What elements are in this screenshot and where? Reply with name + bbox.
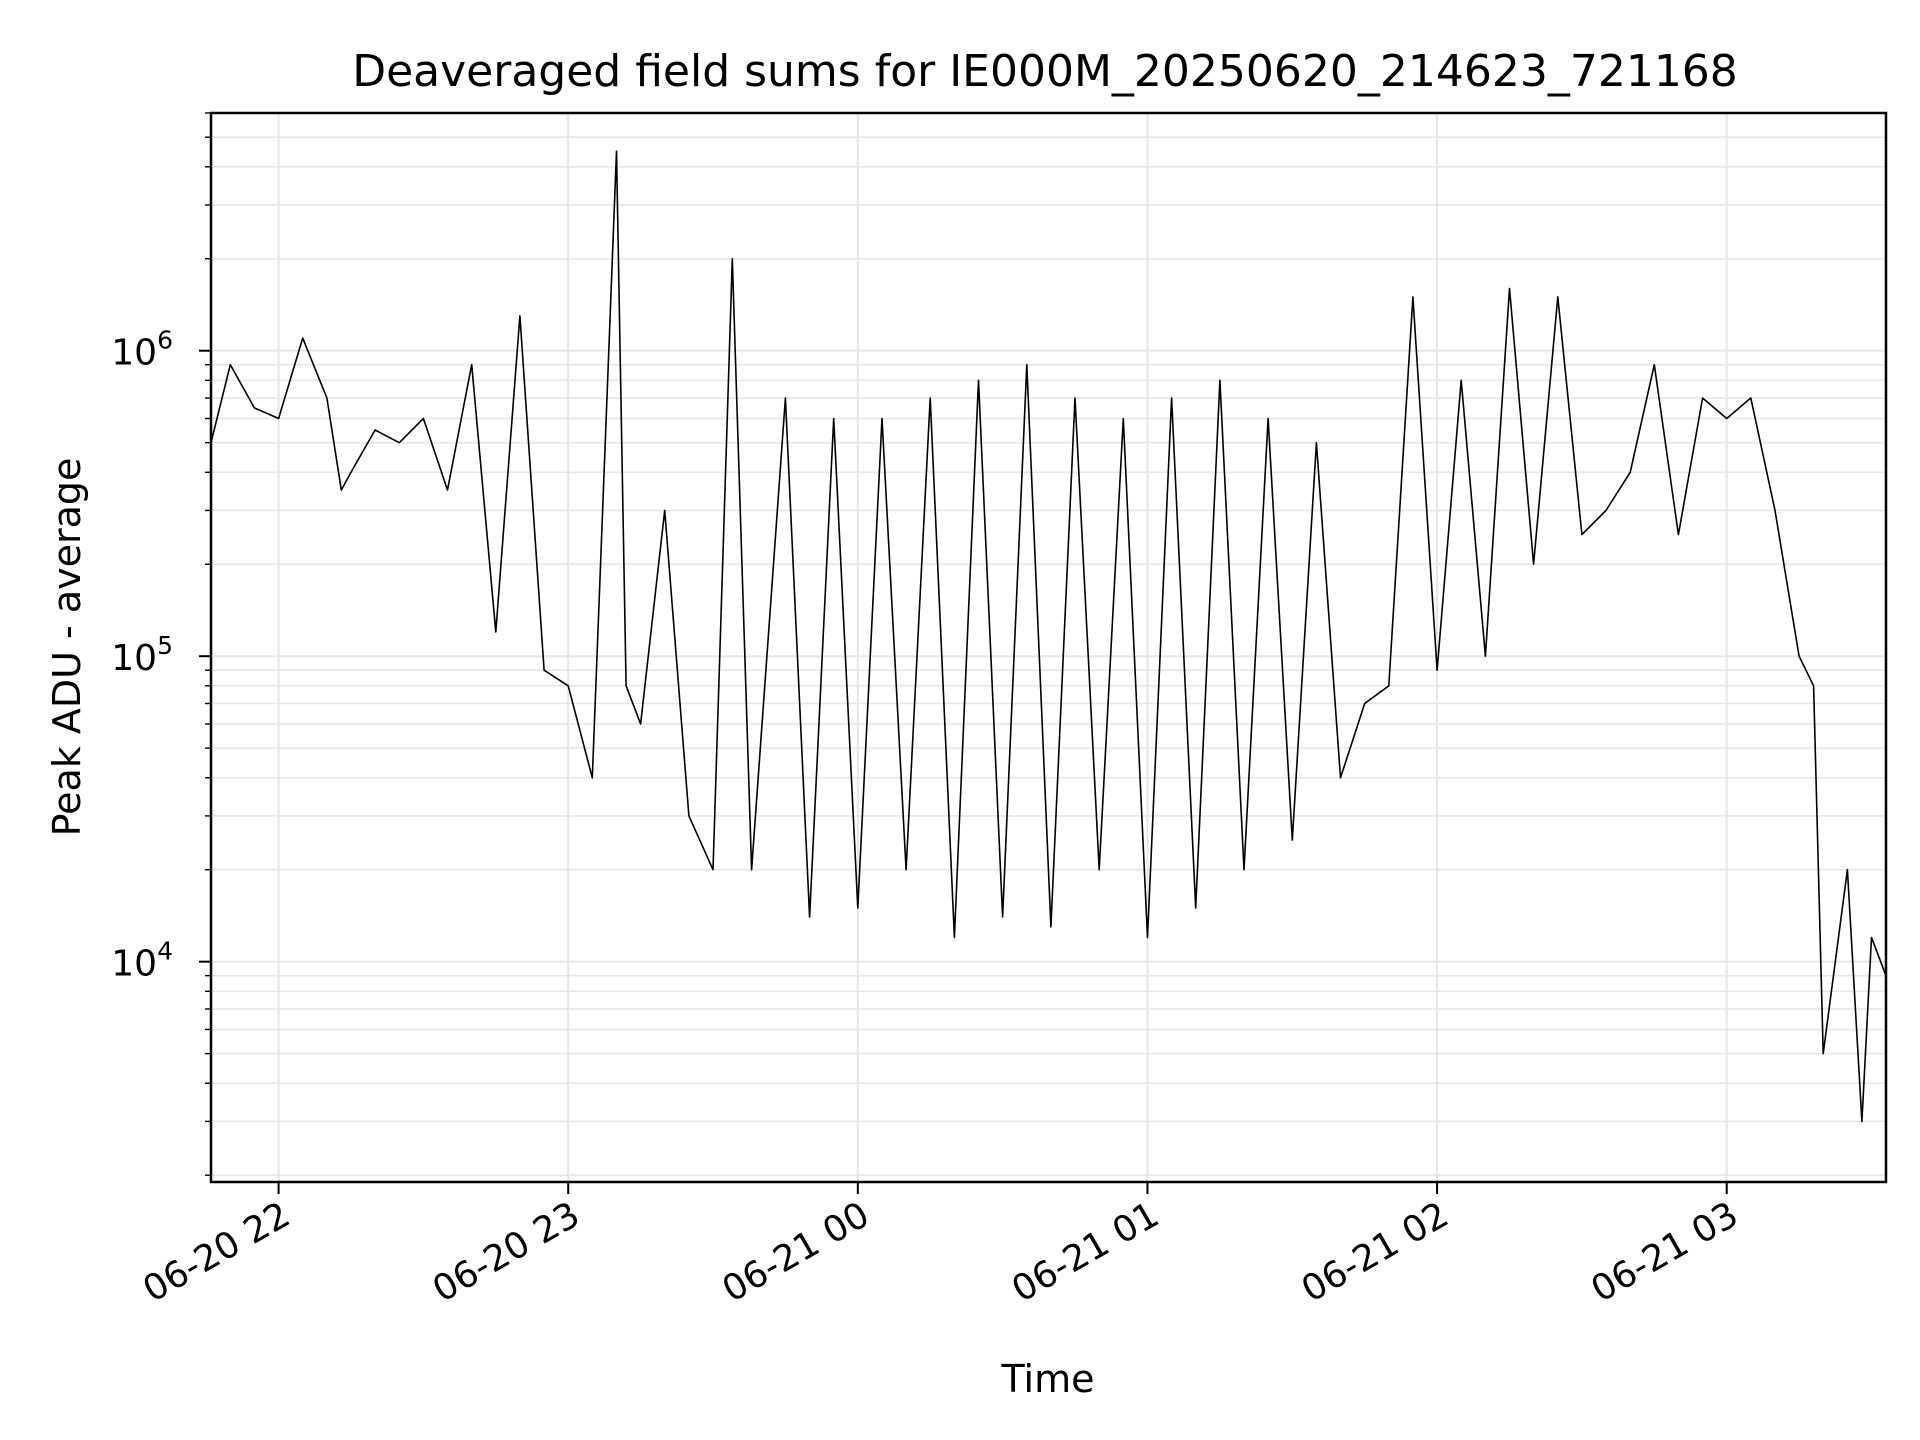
y-tick-label: 105 xyxy=(111,631,173,679)
x-tick-label: 06-21 02 xyxy=(1295,1194,1456,1310)
grid-lines xyxy=(211,112,1886,1182)
x-tick-label: 06-20 22 xyxy=(136,1194,297,1310)
y-tick-label: 104 xyxy=(111,937,173,985)
x-tick-label: 06-21 03 xyxy=(1585,1194,1746,1310)
chart-title: Deaveraged field sums for IE000M_2025062… xyxy=(352,46,1738,97)
axis-ticks: 06-20 22 06-20 23 06-21 00 06-21 01 06-21 02… xyxy=(111,112,1746,1311)
plot-frame xyxy=(209,111,1888,1184)
y-axis-label: Peak ADU - average xyxy=(45,458,89,837)
y-tick-label: 106 xyxy=(111,326,173,374)
x-tick-label: 06-21 01 xyxy=(1005,1194,1166,1310)
x-axis-label: Time xyxy=(1001,1357,1095,1401)
x-tick-label: 06-20 23 xyxy=(426,1194,587,1310)
x-tick-label: 06-21 00 xyxy=(716,1194,877,1310)
series-line xyxy=(210,150,1887,1123)
